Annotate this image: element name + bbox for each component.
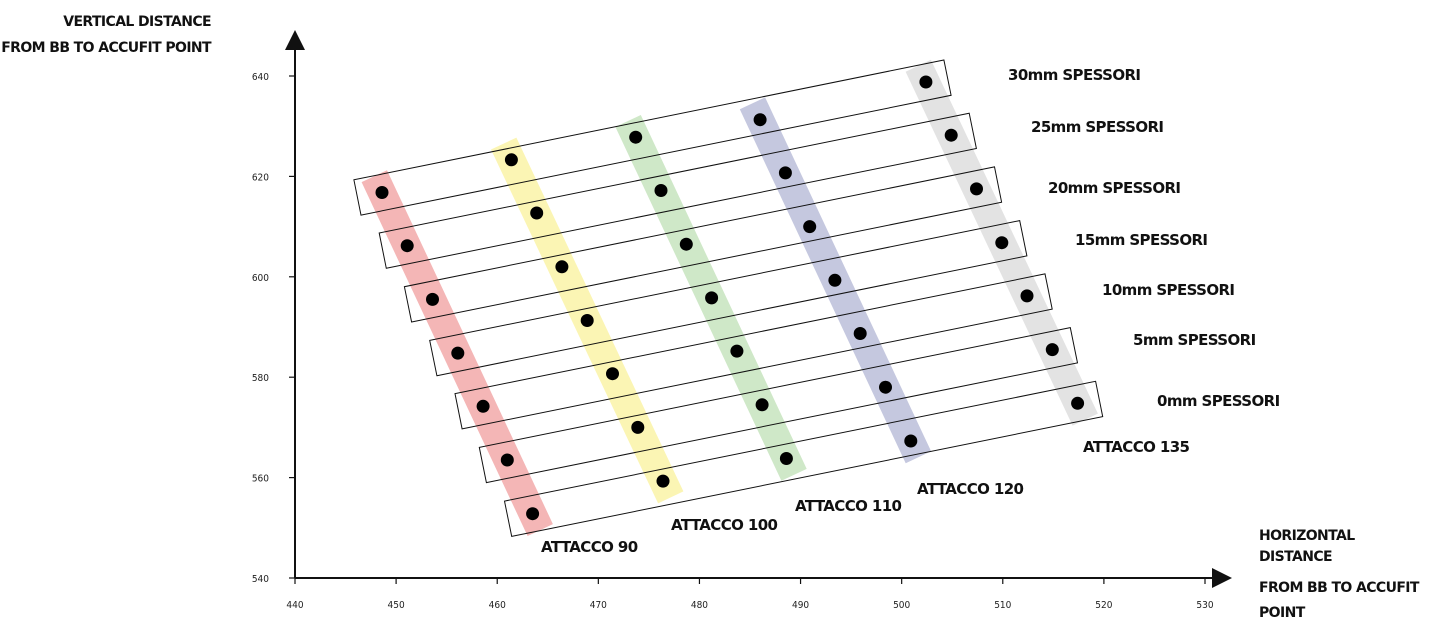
- x-tick-label: 510: [994, 600, 1011, 611]
- data-point: [753, 113, 767, 127]
- column-label: ATTACCO 90: [541, 538, 638, 556]
- data-points: [375, 75, 1085, 521]
- data-point: [451, 346, 465, 360]
- y-axis-title: FROM BB TO ACCUFIT POINT: [1, 40, 212, 56]
- data-point: [919, 75, 933, 89]
- row-label: 30mm SPESSORI: [1008, 66, 1140, 84]
- data-point: [1045, 343, 1059, 357]
- x-axis-title: HORIZONTAL: [1259, 528, 1355, 544]
- chart-labels: 440 450 460 470 480 490 500 510 520 530 540 560 580 6…: [1, 14, 1420, 621]
- data-point: [705, 291, 719, 305]
- data-point: [1020, 289, 1034, 303]
- x-tick-label: 460: [489, 600, 506, 611]
- row-box: [478, 327, 1079, 484]
- data-point: [400, 239, 414, 253]
- row-label: 15mm SPESSORI: [1075, 231, 1207, 249]
- x-tick-label: 450: [388, 600, 405, 611]
- data-point: [970, 182, 983, 196]
- data-point: [778, 166, 792, 180]
- data-point: [853, 327, 867, 340]
- x-tick-label: 440: [286, 600, 303, 611]
- row-label: 10mm SPESSORI: [1102, 281, 1234, 299]
- y-tick-label: 620: [252, 172, 269, 183]
- row-box: [403, 166, 1003, 323]
- data-point: [526, 507, 540, 521]
- y-axis-arrow: [285, 30, 305, 50]
- data-point: [555, 260, 569, 274]
- x-tick-label: 480: [691, 600, 708, 611]
- data-point: [530, 206, 544, 220]
- column-label: ATTACCO 120: [917, 480, 1024, 498]
- x-axis-title: DISTANCE: [1259, 549, 1332, 565]
- data-point: [654, 184, 668, 197]
- x-axis-title: POINT: [1259, 605, 1306, 621]
- x-tick-label: 520: [1095, 600, 1112, 611]
- data-point: [995, 236, 1009, 250]
- data-point: [679, 237, 693, 251]
- data-point: [803, 220, 817, 234]
- row-label: 0mm SPESSORI: [1157, 392, 1280, 410]
- data-point: [828, 273, 842, 287]
- row-label: 5mm SPESSORI: [1133, 331, 1256, 349]
- data-point: [730, 344, 744, 358]
- row-label: 20mm SPESSORI: [1048, 179, 1180, 197]
- data-point: [426, 292, 439, 306]
- row-box: [353, 59, 952, 216]
- data-point: [631, 420, 645, 434]
- data-point: [755, 398, 769, 412]
- row-box: [378, 112, 977, 269]
- column-label: ATTACCO 100: [671, 516, 778, 534]
- row-label: 25mm SPESSORI: [1031, 118, 1163, 136]
- data-point: [504, 153, 518, 167]
- data-point: [375, 186, 389, 199]
- y-tick-label: 540: [252, 574, 269, 585]
- y-tick-label: 640: [252, 72, 269, 83]
- data-point: [904, 434, 918, 448]
- x-axis-arrow: [1212, 568, 1232, 588]
- data-point: [779, 452, 793, 465]
- x-tick-label: 470: [590, 600, 607, 611]
- row-box: [429, 220, 1028, 377]
- data-point: [629, 130, 643, 144]
- row-box: [454, 273, 1053, 430]
- column-bands: [361, 59, 1098, 536]
- axes: [285, 30, 1232, 588]
- data-point: [944, 128, 958, 142]
- y-tick-label: 600: [252, 273, 269, 284]
- y-tick-label: 560: [252, 474, 269, 485]
- y-axis-title: VERTICAL DISTANCE: [63, 14, 211, 30]
- data-point: [1071, 396, 1085, 410]
- row-boxes: [353, 59, 1104, 537]
- data-point: [500, 453, 514, 467]
- x-axis-title: FROM BB TO ACCUFIT: [1259, 580, 1420, 596]
- x-tick-label: 530: [1196, 600, 1213, 611]
- row-box: [503, 380, 1104, 537]
- x-tick-label: 500: [893, 600, 910, 611]
- column-label: ATTACCO 110: [795, 497, 902, 515]
- data-point: [580, 314, 594, 327]
- data-point: [879, 380, 892, 394]
- y-tick-label: 580: [252, 373, 269, 384]
- data-point: [656, 474, 670, 488]
- x-tick-label: 490: [792, 600, 809, 611]
- column-label: ATTACCO 135: [1083, 438, 1190, 456]
- data-point: [606, 367, 619, 381]
- data-point: [476, 399, 490, 413]
